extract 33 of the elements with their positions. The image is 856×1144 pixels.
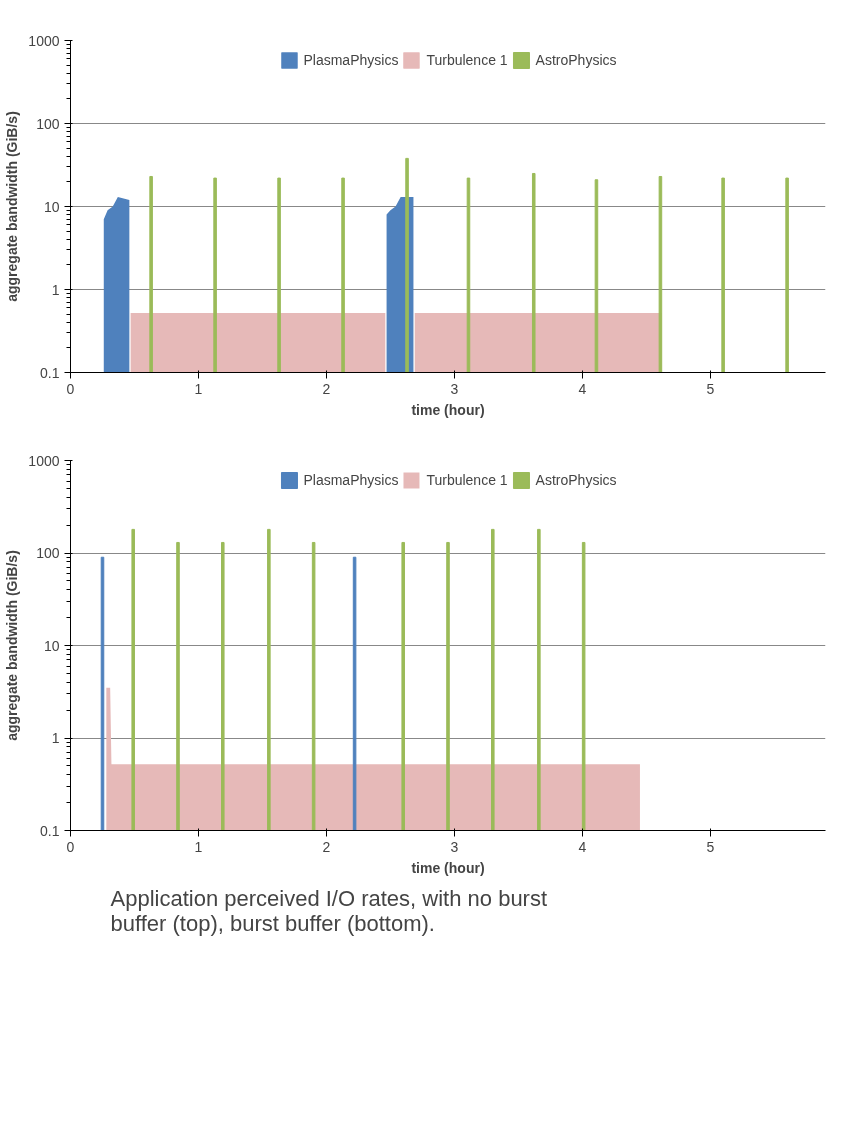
y-tick-label: 1 — [51, 281, 60, 298]
legend-label: AstroPhysics — [535, 52, 617, 68]
x-axis-title: time (hour) — [411, 401, 485, 418]
legend-label: PlasmaPhysics — [303, 52, 399, 68]
x-tick-label: 1 — [194, 838, 203, 855]
y-axis-title: aggregate bandwidth (GiB/s) — [4, 550, 21, 741]
x-tick-label: 0 — [66, 838, 75, 855]
x-tick-label: 1 — [194, 380, 203, 397]
y-tick-label: 10 — [43, 198, 60, 215]
x-tick-label: 5 — [706, 380, 715, 397]
y-tick-label: 1000 — [28, 452, 60, 469]
x-tick-label: 3 — [450, 380, 459, 397]
legend-label: Turbulence 1 — [426, 52, 508, 68]
x-tick-label: 4 — [578, 838, 587, 855]
y-tick-label: 0.1 — [40, 364, 60, 381]
y-tick-label: 10 — [43, 637, 60, 654]
text: Application perceived I/O rates, with no burst buffer (top), burst buffer (bottom). — [110, 885, 548, 936]
x-tick-label: 2 — [322, 380, 331, 397]
x-tick-label: 4 — [578, 380, 587, 397]
x-tick-label: 0 — [66, 380, 75, 397]
y-tick-label: 0.1 — [40, 822, 60, 839]
x-tick-label: 3 — [450, 838, 459, 855]
x-tick-label: 2 — [322, 838, 331, 855]
y-tick-label: 1000 — [28, 32, 60, 49]
legend-label: AstroPhysics — [535, 472, 617, 488]
legend-label: PlasmaPhysics — [303, 472, 399, 488]
legend-label: Turbulence 1 — [426, 472, 508, 488]
y-tick-label: 1 — [51, 730, 60, 746]
x-tick-label: 5 — [706, 838, 715, 855]
y-tick-label: 100 — [36, 115, 60, 132]
x-axis-title: time (hour) — [411, 859, 485, 876]
y-tick-label: 100 — [36, 545, 60, 561]
y-axis-title: aggregate bandwidth (GiB/s) — [4, 111, 21, 302]
